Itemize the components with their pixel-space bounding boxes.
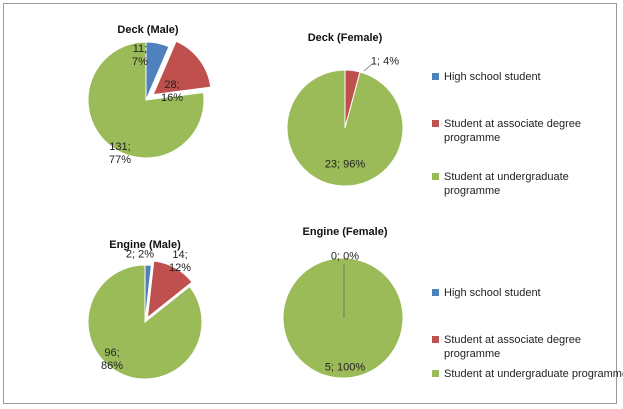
data-label: 96; 86% <box>100 347 124 372</box>
legend-swatch <box>432 73 439 80</box>
data-label: 131; 77% <box>108 141 132 166</box>
chart-title: Deck (Female) <box>307 32 383 44</box>
chart-title: Engine (Male) <box>109 239 181 251</box>
legend-swatch <box>432 336 439 343</box>
legend-entry: Student at associate degree programme <box>444 334 581 360</box>
chart-title: Engine (Female) <box>302 226 388 238</box>
pie-slice <box>286 69 404 187</box>
pie-slice <box>87 264 203 380</box>
data-label: 23; 96% <box>324 158 366 171</box>
chart-title: Deck (Male) <box>117 24 179 36</box>
data-label: 1; 4% <box>370 55 400 68</box>
frame <box>3 3 617 404</box>
legend-entry: High school student <box>444 287 541 299</box>
pie-slice <box>146 260 193 319</box>
data-label: 5; 100% <box>324 361 366 374</box>
legend-entry: Student at undergraduate programme <box>444 368 623 380</box>
data-label: 11; 7% <box>132 43 148 68</box>
data-label: 0; 0% <box>330 250 360 263</box>
leader-line <box>363 63 373 72</box>
legend-swatch <box>432 289 439 296</box>
pie-slice <box>87 41 205 159</box>
data-label: 2; 2% <box>125 248 155 261</box>
data-label: 14; 12% <box>168 249 192 274</box>
pie-slice <box>282 257 404 379</box>
legend-swatch <box>432 370 439 377</box>
legend-swatch <box>432 173 439 180</box>
pie-slice <box>152 40 212 96</box>
legend-entry: Student at undergraduate programme <box>444 171 569 197</box>
legend-entry: Student at associate degree programme <box>444 118 581 144</box>
legend-swatch <box>432 120 439 127</box>
data-label: 28; 16% <box>160 79 184 104</box>
legend-entry: High school student <box>444 71 541 83</box>
